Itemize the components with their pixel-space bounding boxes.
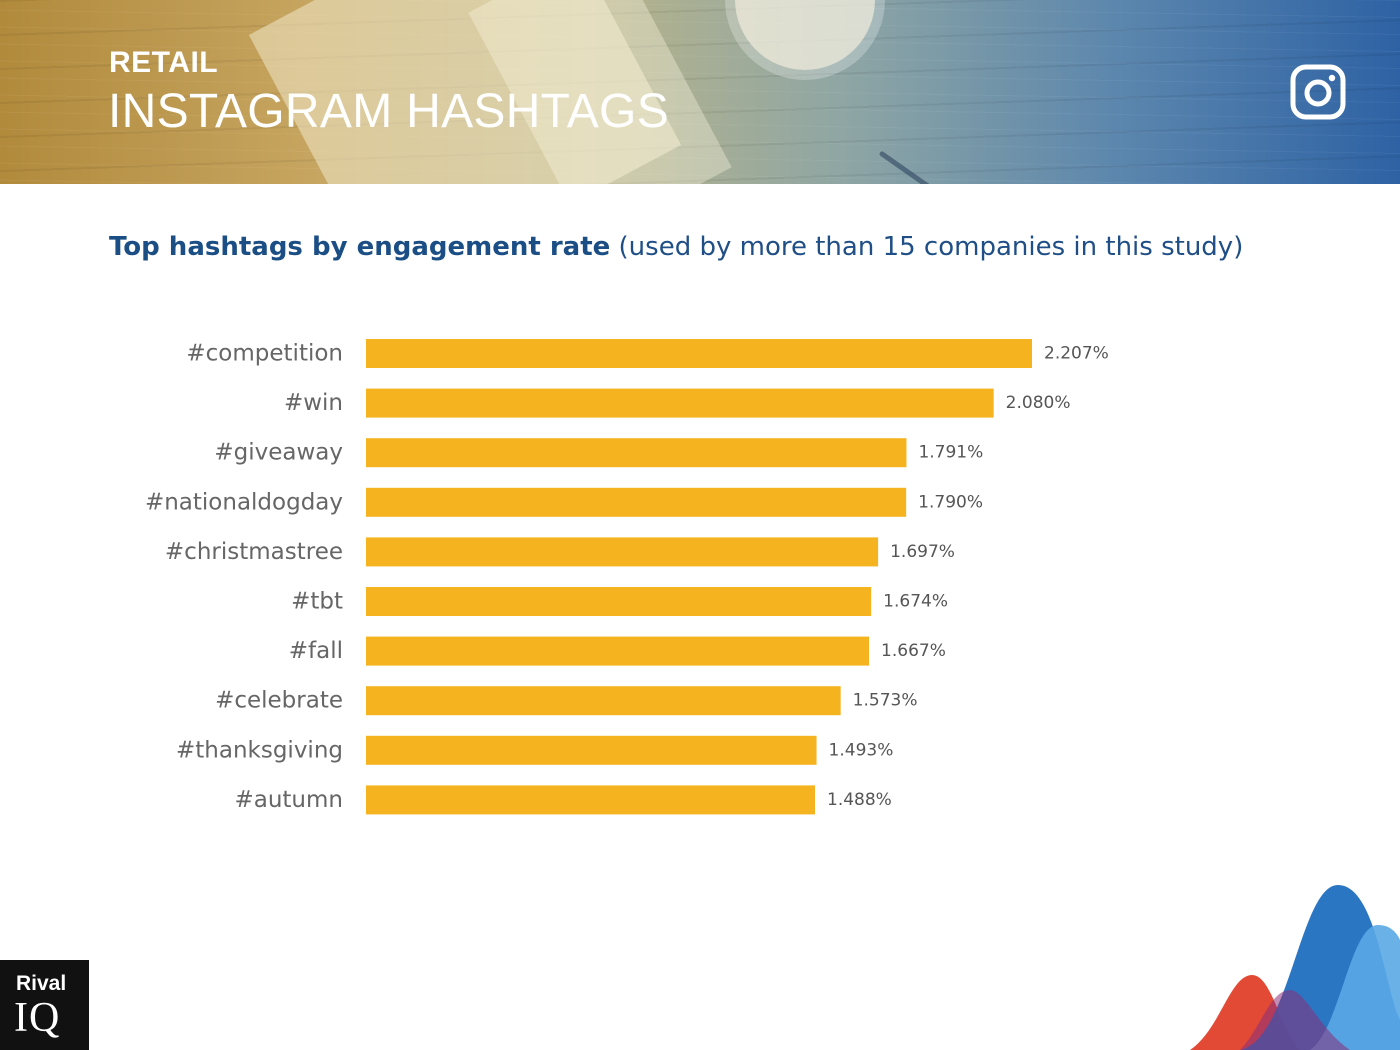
bar: [366, 785, 816, 815]
bar: [366, 388, 994, 418]
bar: [366, 438, 907, 468]
logo-text-rival: Rival: [16, 972, 67, 995]
value-label: 1.697%: [890, 542, 955, 562]
bar-chart-svg: #competition 2.207% #win 2.080% #giveaway 1.7…: [145, 339, 1109, 815]
bar: [366, 587, 872, 616]
chart-heading-sub: (used by more than 15 companies in this …: [618, 232, 1244, 262]
category-label: #christmastree: [165, 539, 343, 565]
bar: [366, 636, 870, 666]
value-label: 1.488%: [827, 790, 892, 810]
decorative-waves: [1190, 885, 1400, 1050]
value-label: 1.667%: [881, 641, 946, 661]
bar: [366, 487, 907, 517]
category-label: #giveaway: [214, 440, 343, 466]
chart-heading: Top hashtags by engagement rate (used by…: [109, 232, 1243, 262]
banner-wood-texture: [0, 0, 1400, 184]
logo-text-iq: IQ: [14, 995, 61, 1041]
category-label: #celebrate: [215, 688, 343, 714]
value-label: 2.207%: [1044, 344, 1109, 364]
category-label: #thanksgiving: [176, 737, 343, 763]
value-label: 2.080%: [1006, 393, 1071, 413]
chart-heading-bold: Top hashtags by engagement rate: [109, 232, 611, 262]
category-label: #autumn: [234, 787, 343, 813]
value-label: 1.790%: [918, 492, 983, 512]
category-label: #win: [284, 390, 343, 416]
value-label: 1.493%: [829, 740, 894, 760]
bar: [366, 735, 817, 765]
value-label: 1.791%: [918, 443, 983, 463]
value-label: 1.674%: [883, 592, 948, 612]
industry-label: RETAIL: [109, 46, 219, 79]
category-label: #nationaldogday: [145, 489, 343, 515]
value-label: 1.573%: [853, 691, 918, 711]
bar: [366, 537, 879, 567]
page-title: INSTAGRAM HASHTAGS: [108, 85, 670, 138]
bar: [366, 686, 841, 716]
bar: [366, 339, 1032, 368]
instagram-icon: [1290, 64, 1346, 120]
rival-iq-logo: Rival IQ: [0, 960, 89, 1050]
category-label: #competition: [186, 341, 343, 367]
header-banner: RETAIL INSTAGRAM HASHTAGS: [0, 0, 1400, 184]
bar-chart: #competition 2.207% #win 2.080% #giveaway 1.7…: [0, 320, 1400, 840]
category-label: #tbt: [291, 589, 343, 615]
category-label: #fall: [289, 638, 343, 664]
